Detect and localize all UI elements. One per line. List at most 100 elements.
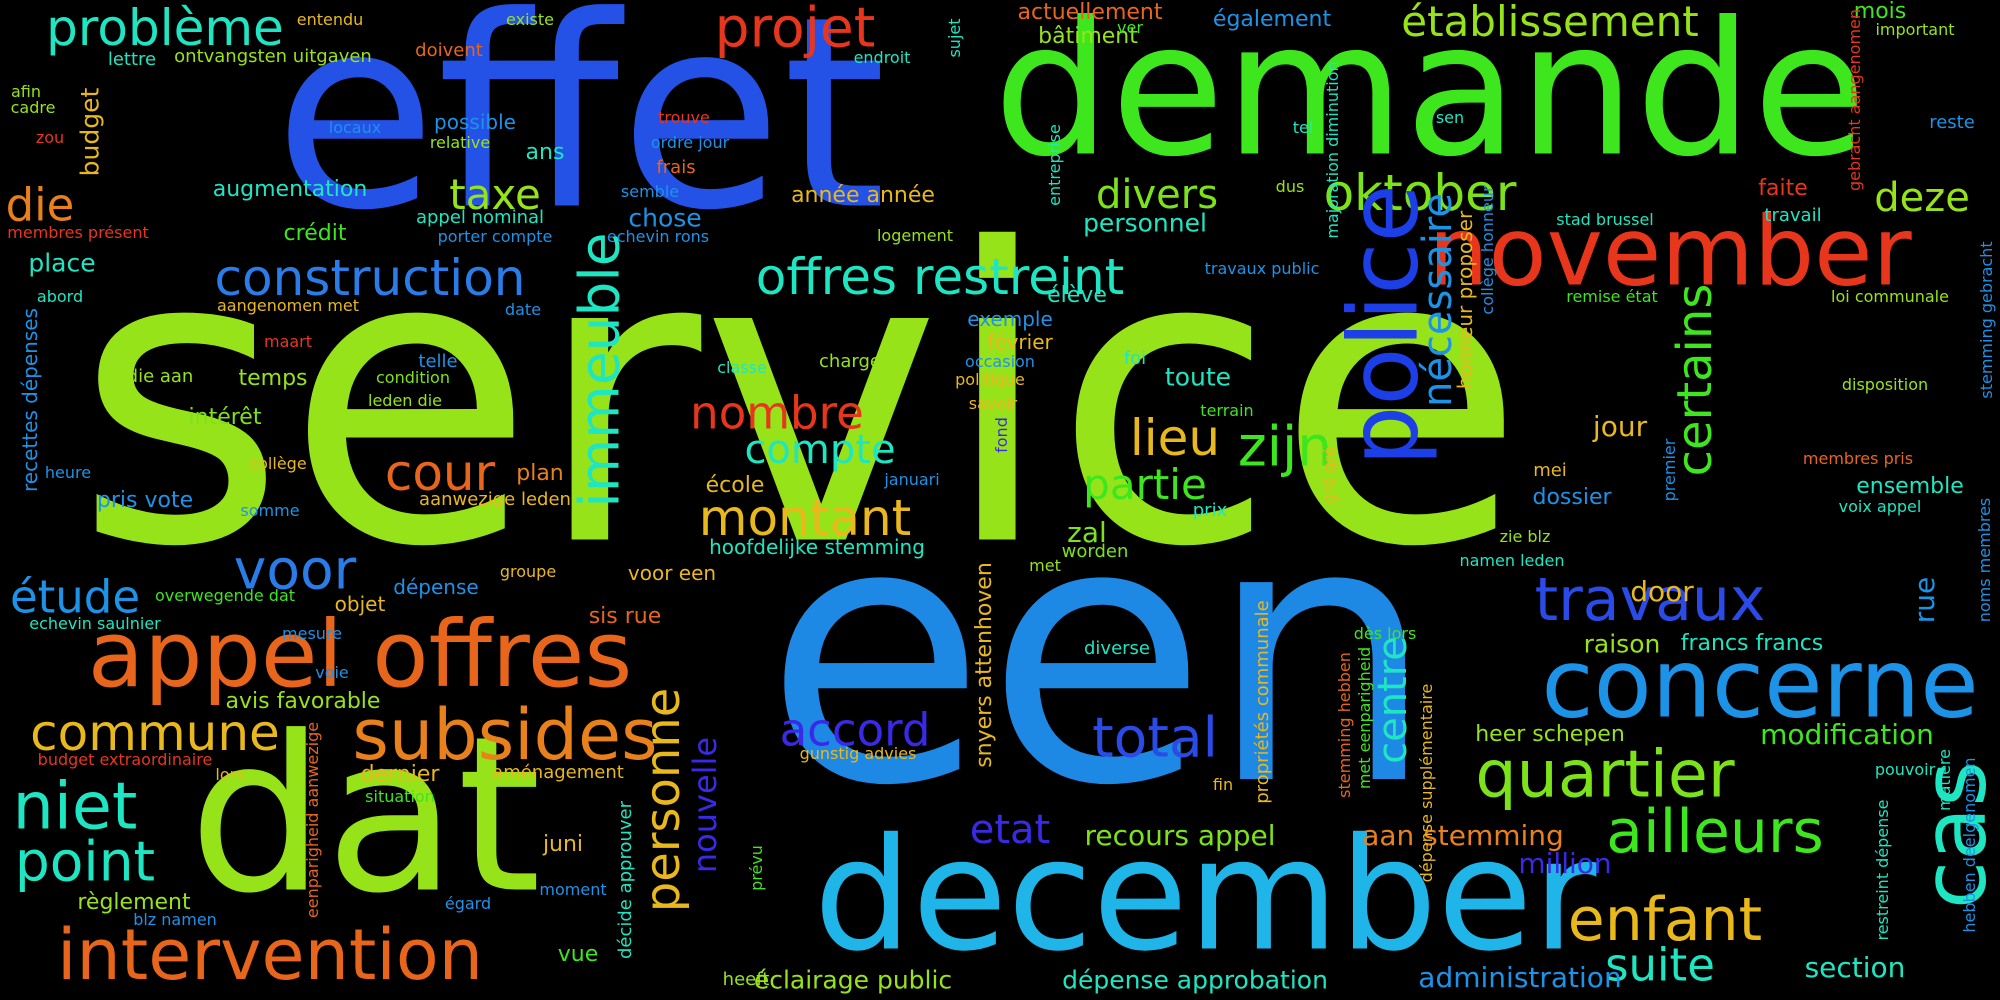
cloud-word: terrain bbox=[1200, 401, 1254, 420]
cloud-word: février bbox=[987, 330, 1053, 354]
cloud-word: appel offres bbox=[87, 601, 633, 708]
cloud-word: cour bbox=[384, 444, 496, 502]
cloud-word: eenparigheid aanwezige bbox=[303, 721, 322, 919]
cloud-word: propriétés communale bbox=[1252, 600, 1273, 804]
cloud-word: entreprise bbox=[1045, 124, 1064, 206]
cloud-word: namen leden bbox=[1459, 551, 1565, 570]
cloud-word: personne bbox=[635, 687, 691, 913]
cloud-word: recours appel bbox=[1084, 819, 1276, 852]
cloud-word: semble bbox=[620, 182, 680, 201]
cloud-word: dernier bbox=[360, 762, 440, 787]
cloud-word: locaux bbox=[328, 118, 382, 137]
cloud-word: nombre bbox=[690, 386, 864, 440]
cloud-word: montant bbox=[698, 489, 912, 547]
cloud-word: moment bbox=[539, 880, 607, 899]
cloud-word: dat bbox=[188, 689, 542, 941]
cloud-word: divers bbox=[1095, 172, 1219, 218]
cloud-word: reste bbox=[1929, 112, 1975, 133]
cloud-word: ailleurs bbox=[1606, 797, 1824, 867]
cloud-word: hoofdelijke stemming bbox=[709, 535, 925, 559]
cloud-word: aangenomen met bbox=[216, 296, 360, 315]
cloud-word: recettes dépenses bbox=[18, 308, 42, 492]
cloud-word: million bbox=[1518, 847, 1612, 880]
cloud-word: possible bbox=[434, 110, 516, 134]
cloud-word: juni bbox=[542, 832, 584, 857]
cloud-word: dès lors bbox=[1353, 624, 1417, 643]
cloud-word: collège honneur bbox=[1478, 185, 1497, 315]
cloud-word: mesure bbox=[282, 624, 342, 643]
cloud-word: plan bbox=[516, 461, 564, 486]
cloud-word: cas bbox=[1903, 760, 2000, 910]
cloud-word: remise état bbox=[1566, 287, 1658, 306]
cloud-word: budget bbox=[75, 87, 105, 177]
cloud-word: matière bbox=[1935, 748, 1954, 812]
cloud-word: travaux public bbox=[1204, 259, 1320, 278]
cloud-word: subsides bbox=[352, 694, 658, 776]
cloud-word: november bbox=[1428, 197, 1912, 308]
cloud-word: pris vote bbox=[96, 488, 194, 513]
cloud-word: éclairage public bbox=[753, 965, 953, 995]
cloud-word: commune bbox=[30, 704, 280, 762]
cloud-word: aménagement bbox=[492, 762, 624, 783]
cloud-word: echevin rons bbox=[606, 227, 710, 246]
cloud-word: occasion bbox=[965, 352, 1035, 371]
cloud-word: januari bbox=[884, 470, 940, 489]
cloud-word: intérêt bbox=[188, 405, 262, 430]
cloud-word: premier bbox=[1660, 438, 1679, 502]
cloud-word: telle bbox=[418, 351, 458, 372]
cloud-word: lieu bbox=[1129, 409, 1221, 467]
cloud-word: met bbox=[1029, 556, 1061, 575]
cloud-word: rue bbox=[1908, 576, 1941, 624]
cloud-word: dépense approbation bbox=[1062, 965, 1328, 995]
cloud-word: faite bbox=[1758, 176, 1808, 201]
cloud-word: collège bbox=[249, 454, 307, 473]
cloud-word: dépense supplémentaire bbox=[1417, 683, 1436, 883]
cloud-word: projet bbox=[714, 0, 876, 60]
cloud-word: personnel bbox=[1083, 208, 1207, 238]
cloud-word: logement bbox=[876, 226, 954, 245]
cloud-word: membres pris bbox=[1802, 449, 1914, 468]
cloud-word: sis rue bbox=[588, 604, 662, 629]
cloud-word: disposition bbox=[1841, 375, 1929, 394]
cloud-word: dépense bbox=[393, 575, 479, 599]
cloud-word: voie bbox=[315, 663, 349, 682]
cloud-word: cadre bbox=[10, 98, 56, 117]
cloud-word: doivent bbox=[415, 40, 483, 61]
cloud-word: égard bbox=[444, 894, 492, 913]
cloud-word: centre bbox=[1370, 636, 1416, 764]
cloud-word: voix appel bbox=[1838, 497, 1922, 516]
cloud-word: die aan bbox=[126, 366, 194, 387]
cloud-word: overwegende dat bbox=[154, 586, 296, 605]
cloud-word: oktober bbox=[1323, 164, 1517, 222]
cloud-word: service bbox=[74, 163, 1526, 636]
cloud-word: een bbox=[764, 445, 1436, 864]
cloud-word: honneur proposer bbox=[1453, 210, 1477, 390]
cloud-word: problème bbox=[46, 0, 284, 57]
cloud-word: place bbox=[28, 248, 96, 278]
cloud-word: porter compte bbox=[437, 227, 553, 246]
cloud-word: appel nominal bbox=[415, 207, 545, 228]
cloud-word: classe bbox=[717, 358, 767, 377]
cloud-word: lettre bbox=[107, 49, 157, 70]
cloud-word: deze bbox=[1874, 175, 1970, 221]
cloud-word: voor een bbox=[627, 561, 717, 585]
cloud-word: gebracht aangenomen bbox=[1845, 8, 1864, 192]
cloud-word: aan stemming bbox=[1362, 819, 1564, 852]
cloud-word: noms membres bbox=[1975, 497, 1994, 623]
cloud-word: vue bbox=[557, 942, 599, 967]
cloud-word: également bbox=[1212, 7, 1332, 32]
cloud-word: membres présent bbox=[7, 223, 149, 242]
cloud-word: blz namen bbox=[133, 910, 217, 929]
cloud-word: charge bbox=[819, 351, 881, 372]
cloud-word: savoir bbox=[968, 394, 1018, 413]
cloud-word: stemming hebben bbox=[1335, 652, 1354, 798]
cloud-word: zijn bbox=[1237, 414, 1333, 479]
cloud-word: avis favorable bbox=[225, 689, 381, 714]
cloud-word: actuellement bbox=[1017, 0, 1163, 25]
cloud-word: école bbox=[705, 473, 765, 498]
cloud-word: existe bbox=[506, 10, 554, 29]
cloud-word: dossier bbox=[1532, 485, 1612, 510]
cloud-word: voor bbox=[233, 537, 357, 602]
cloud-word: afin bbox=[10, 82, 42, 101]
